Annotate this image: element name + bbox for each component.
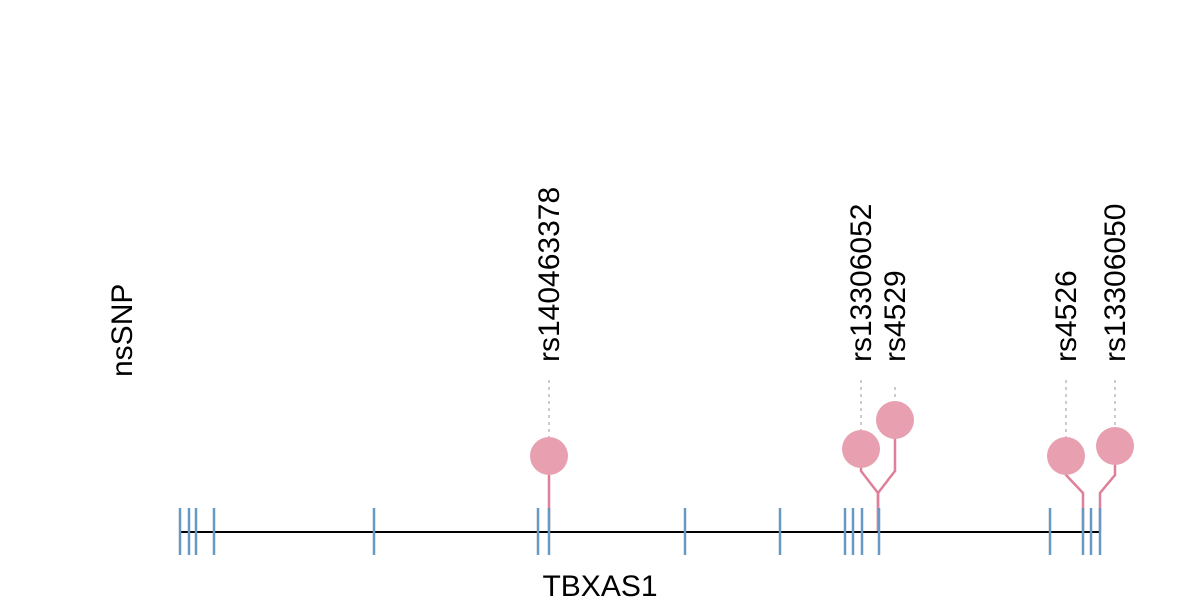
- exon-markers: [178, 508, 1102, 555]
- snp-head: [1047, 437, 1085, 475]
- snp-head: [1096, 427, 1134, 465]
- snp-label: rs13306052: [845, 204, 878, 362]
- snp-stems: [547, 420, 1117, 532]
- snp-heads: [530, 401, 1134, 475]
- snp-label: rs140463378: [533, 187, 566, 362]
- snp-label: rs13306050: [1099, 204, 1132, 362]
- gene-name: TBXAS1: [542, 570, 657, 600]
- snp-head: [842, 430, 880, 468]
- guide-lines: [548, 380, 1116, 437]
- track-label: nsSNP: [106, 284, 139, 377]
- snp-head: [876, 401, 914, 439]
- snp-label: rs4526: [1050, 270, 1083, 362]
- snp-labels: rs140463378 rs13306052 rs4529 rs4526 rs13306…: [533, 187, 1132, 362]
- snp-head: [530, 437, 568, 475]
- snp-label: rs4529: [879, 270, 912, 362]
